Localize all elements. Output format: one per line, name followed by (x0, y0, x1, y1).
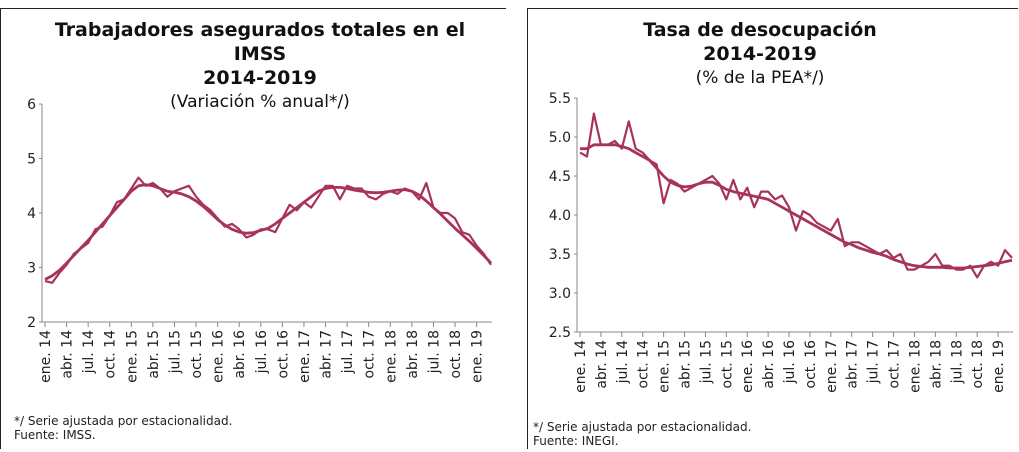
notes: */ Serie ajustada por estacionalidad. Fu… (14, 414, 232, 442)
x-tick-label: oct. 17 (362, 330, 378, 378)
x-tick-label: jul. 18 (949, 340, 965, 384)
x-tick-label: jul. 16 (254, 330, 270, 374)
x-tick-label: jul. 14 (81, 330, 97, 374)
x-tick-label: oct. 14 (636, 340, 652, 389)
note: */ Serie ajustada por estacionalidad. (533, 420, 752, 434)
y-tick-label: 3.0 (549, 286, 571, 302)
y-tick-label: 4.5 (549, 169, 571, 185)
notes: */ Serie ajustada por estacionalidad. Fu… (533, 420, 751, 448)
x-tick-label: oct. 15 (719, 340, 735, 388)
x-tick-label: jul. 14 (615, 340, 631, 384)
y-tick-label: 2 (27, 315, 36, 331)
y-tick-label: 6 (27, 97, 36, 113)
chart-title: Trabajadores asegurados totales en el IM… (54, 19, 466, 65)
x-tick-label: abr. 14 (60, 330, 76, 379)
x-tick-label: jul. 17 (866, 340, 882, 384)
y-tick-label: 5 (27, 152, 36, 168)
x-tick-label: abr. 16 (761, 340, 777, 389)
x-tick-label: ene. 15 (657, 340, 673, 393)
x-tick-label: ene. 16 (211, 330, 227, 383)
y-axis-label: (% de la PEA*/) (695, 68, 825, 88)
note: */ Serie ajustada por estacionalidad. (14, 414, 233, 428)
x-tick-label: jul. 17 (340, 330, 356, 374)
x-tick-label: jul. 16 (782, 340, 798, 384)
x-tick-label: abr. 18 (928, 340, 944, 389)
x-tick-label: ene. 17 (824, 340, 840, 393)
x-tick-label: abr. 16 (232, 330, 248, 379)
x-tick-label: jul. 18 (426, 330, 442, 374)
header: Trabajadores asegurados totales en el IM… (30, 18, 490, 114)
x-tick-label: abr. 18 (405, 330, 421, 379)
x-tick-label: oct. 18 (970, 340, 986, 388)
x-tick-label: abr. 17 (845, 340, 861, 389)
y-tick-label: 4 (27, 206, 36, 222)
panel (527, 8, 1018, 449)
note: Fuente: INEGI. (533, 434, 619, 448)
x-tick-label: jul. 15 (698, 340, 714, 384)
x-tick-label: oct. 16 (275, 330, 291, 379)
x-tick-label: ene. 19 (470, 330, 486, 383)
header: Tasa de desocupación 2014-2019 (% de la … (560, 18, 960, 90)
x-tick-label: oct. 15 (189, 330, 205, 378)
x-tick-label: ene. 18 (383, 330, 399, 383)
chart-title: Tasa de desocupación (643, 19, 877, 41)
x-tick-label: ene. 16 (740, 340, 756, 393)
x-tick-label: ene. 18 (907, 340, 923, 393)
x-tick-label: oct. 14 (103, 330, 119, 379)
chart-subtitle: 2014-2019 (703, 43, 817, 65)
y-tick-label: 5.5 (549, 91, 571, 107)
x-tick-label: oct. 16 (803, 340, 819, 389)
y-tick-label: 3 (27, 261, 36, 277)
x-tick-label: abr. 17 (319, 330, 335, 379)
x-tick-label: ene. 15 (124, 330, 140, 383)
line-series (579, 112, 1013, 279)
x-tick-label: ene. 14 (573, 340, 589, 393)
x-tick-label: oct. 17 (887, 340, 903, 388)
x-tick-label: oct. 18 (448, 330, 464, 378)
chart-subtitle: 2014-2019 (203, 67, 317, 89)
x-tick-label: ene. 14 (38, 330, 54, 383)
line-series (44, 176, 492, 284)
x-tick-label: abr. 15 (146, 330, 162, 379)
x-tick-label: ene. 17 (297, 330, 313, 383)
y-tick-label: 4.0 (549, 208, 571, 224)
note: Fuente: IMSS. (14, 428, 96, 442)
y-axis-label: (Variación % anual*/) (170, 92, 350, 112)
y-tick-label: 5.0 (549, 130, 571, 146)
line-series (580, 143, 1013, 270)
y-tick-label: 2.5 (549, 325, 571, 341)
y-tick-label: 3.5 (549, 247, 571, 263)
panel (0, 8, 506, 449)
x-tick-label: abr. 15 (678, 340, 694, 389)
x-tick-label: jul. 15 (167, 330, 183, 374)
x-tick-label: abr. 14 (594, 340, 610, 389)
line-series (44, 183, 493, 281)
x-tick-label: ene. 19 (991, 340, 1007, 393)
